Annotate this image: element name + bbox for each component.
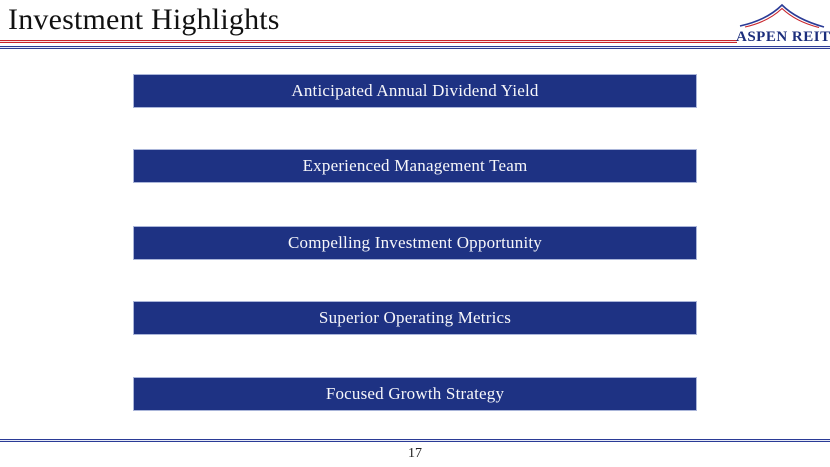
logo-wordmark: ASPEN REIT [736, 29, 830, 45]
roof-icon [739, 3, 825, 28]
page-number: 17 [408, 446, 422, 461]
highlight-bar-focused-growth-strategy: Focused Growth Strategy [133, 377, 697, 411]
aspen-reit-logo: ASPEN REIT [736, 2, 830, 46]
header-red-rule [0, 40, 737, 43]
highlight-bar-compelling-investment-opportunity: Compelling Investment Opportunity [133, 226, 697, 260]
page-title: Investment Highlights [8, 3, 280, 36]
highlight-bar-superior-operating-metrics: Superior Operating Metrics [133, 301, 697, 335]
footer-blue-rule [0, 439, 830, 442]
highlight-bar-anticipated-annual-dividend-yield: Anticipated Annual Dividend Yield [133, 74, 697, 108]
highlight-bar-experienced-management-team: Experienced Management Team [133, 149, 697, 183]
header-blue-rule [0, 46, 830, 49]
